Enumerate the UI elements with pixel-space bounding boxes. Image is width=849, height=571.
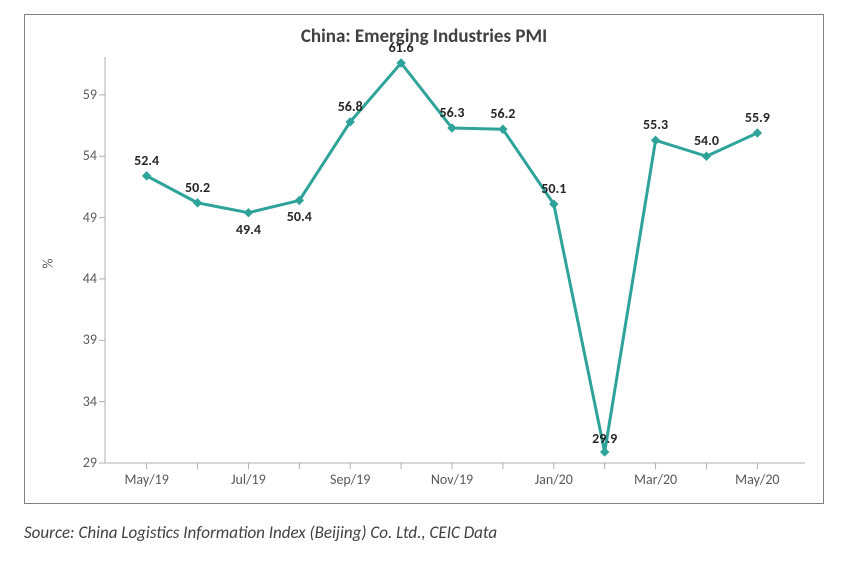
x-tick-label: Jan/20 <box>524 471 584 488</box>
chart-container: China: Emerging Industries PMI 293439444… <box>0 0 849 571</box>
data-label: 61.6 <box>389 39 414 56</box>
y-axis-label: % <box>40 258 57 268</box>
chart-svg <box>25 15 825 505</box>
y-tick-label: 34 <box>67 393 97 410</box>
y-tick-label: 29 <box>67 454 97 471</box>
data-label: 52.4 <box>134 152 159 169</box>
data-label: 50.2 <box>185 179 210 196</box>
y-tick-label: 39 <box>67 331 97 348</box>
x-tick-label: Sep/19 <box>320 471 380 488</box>
chart-box: China: Emerging Industries PMI 293439444… <box>24 14 824 504</box>
x-tick-label: Nov/19 <box>422 471 482 488</box>
source-text: Source: China Logistics Information Inde… <box>24 522 497 543</box>
y-tick-label: 44 <box>67 270 97 287</box>
x-tick-label: May/19 <box>117 471 177 488</box>
data-label: 56.8 <box>338 98 363 115</box>
data-label: 29.9 <box>592 430 617 447</box>
data-label: 55.9 <box>745 109 770 126</box>
x-tick-label: Mar/20 <box>626 471 686 488</box>
y-tick-label: 59 <box>67 86 97 103</box>
data-label: 54.0 <box>694 132 719 149</box>
data-label: 50.1 <box>541 180 566 197</box>
data-label: 49.4 <box>236 221 261 238</box>
data-label: 50.4 <box>287 208 312 225</box>
y-tick-label: 49 <box>67 209 97 226</box>
data-label: 55.3 <box>643 116 668 133</box>
data-label: 56.2 <box>490 105 515 122</box>
x-tick-label: May/20 <box>727 471 787 488</box>
y-tick-label: 54 <box>67 147 97 164</box>
x-tick-label: Jul/19 <box>218 471 278 488</box>
data-label: 56.3 <box>439 104 464 121</box>
